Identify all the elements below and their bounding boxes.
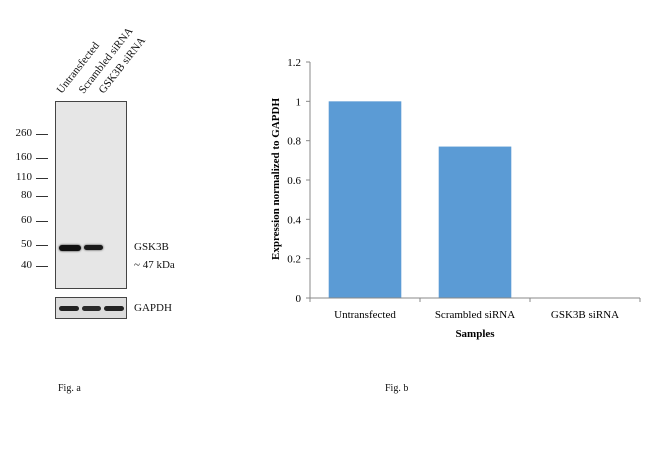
marker-80: 80 [21, 189, 32, 201]
fig-b-caption: Fig. b [385, 383, 409, 394]
y-axis: 0 0.2 0.4 0.6 0.8 1 1.2 [287, 57, 311, 305]
target-protein-label: GSK3B [134, 241, 169, 253]
gapdh-blot [55, 297, 127, 319]
western-blot-panel: Untransfected Scrambled siRNA GSK3B siRN… [0, 0, 250, 420]
target-size-label: ~ 47 kDa [134, 259, 175, 271]
marker-40: 40 [21, 259, 32, 271]
y-tick-label: 0.6 [287, 175, 301, 187]
bar-chart-panel: 0 0.2 0.4 0.6 0.8 1 1.2 Untransfected Scrambled… [250, 0, 650, 420]
loading-control-label: GAPDH [134, 302, 172, 314]
marker-50: 50 [21, 238, 32, 250]
gapdh-band-scrambled [82, 306, 101, 311]
gsk3b-blot [55, 101, 127, 289]
marker-tick-110 [36, 178, 48, 179]
y-tick-label: 1.2 [287, 57, 301, 69]
marker-60: 60 [21, 214, 32, 226]
x-tick-label: GSK3B siRNA [551, 309, 619, 321]
marker-tick-40 [36, 266, 48, 267]
bars [328, 101, 512, 298]
marker-260: 260 [15, 127, 33, 139]
marker-110: 110 [15, 171, 32, 183]
x-axis-label: Samples [455, 328, 495, 340]
y-axis-label: Expression normalized to GAPDH [270, 98, 282, 260]
marker-tick-80 [36, 196, 48, 197]
x-tick-label: Untransfected [334, 309, 396, 321]
gsk3b-band-untransfected [59, 245, 81, 251]
marker-tick-50 [36, 245, 48, 246]
bar-chart: 0 0.2 0.4 0.6 0.8 1 1.2 Untransfected Scrambled… [270, 57, 641, 340]
y-tick-label: 0.4 [287, 214, 301, 226]
y-tick-label: 1 [296, 96, 302, 108]
bar [438, 146, 512, 298]
x-tick-label: Scrambled siRNA [435, 309, 515, 321]
y-tick-label: 0.2 [287, 254, 301, 266]
marker-160: 160 [15, 151, 33, 163]
gsk3b-band-scrambled [84, 245, 103, 250]
marker-tick-160 [36, 158, 48, 159]
y-tick-label: 0.8 [287, 136, 301, 148]
bar [328, 101, 402, 298]
gapdh-band-untransfected [59, 306, 79, 311]
x-axis: Untransfected Scrambled siRNA GSK3B siRNA [309, 297, 641, 321]
marker-tick-60 [36, 221, 48, 222]
fig-a-caption: Fig. a [58, 383, 81, 394]
marker-tick-260 [36, 134, 48, 135]
gapdh-band-gsk3b-sirna [104, 306, 124, 311]
y-tick-label: 0 [296, 293, 302, 305]
